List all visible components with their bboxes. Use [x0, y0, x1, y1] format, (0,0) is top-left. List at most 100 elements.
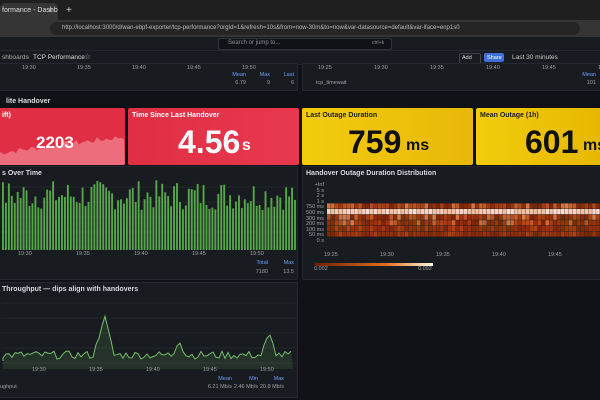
heat-cell [525, 225, 530, 231]
bar [137, 181, 140, 250]
heat-cell [424, 214, 429, 220]
heat-cell [553, 209, 557, 215]
heat-cell [373, 214, 378, 220]
heat-cell [580, 209, 585, 215]
heat-cell [455, 225, 460, 231]
heat-cell [564, 203, 569, 209]
heat-cell [334, 231, 339, 237]
search-box[interactable] [218, 38, 392, 50]
heat-cell [444, 209, 448, 215]
star[interactable]: ☆ [84, 52, 92, 61]
time-range[interactable]: Last 30 minutes [512, 54, 558, 61]
heat-cell [596, 214, 600, 220]
heat-cell [529, 225, 534, 231]
heat-cell [479, 225, 483, 231]
heat-cell [506, 203, 510, 209]
heat-cell [553, 220, 557, 226]
heat-cell [338, 203, 343, 209]
bar [155, 180, 158, 250]
tab-title: formance - Dashb [2, 7, 58, 14]
tab[interactable] [0, 3, 58, 20]
heat-cell [354, 203, 358, 209]
heat-cell [373, 209, 378, 215]
heat-cell [525, 214, 530, 220]
heat-cell [483, 231, 487, 237]
bar [140, 209, 143, 250]
y-tick-label: +Inf [314, 182, 324, 188]
heat-cell [362, 225, 366, 231]
heat-cell [537, 231, 542, 237]
bar [267, 207, 270, 250]
y-tick-label: 0 s [316, 238, 324, 244]
y-tick-label: 1 s [316, 198, 324, 205]
heat-cell [338, 231, 343, 237]
heat-cell [463, 225, 468, 231]
heat-cell [436, 220, 440, 226]
heat-cell [346, 231, 351, 237]
bar [291, 187, 293, 250]
heat-cell [572, 225, 577, 231]
heat-cell [592, 220, 596, 226]
heat-cell [416, 220, 421, 226]
heatmap [315, 203, 600, 266]
heat-cell [385, 203, 390, 209]
bar [282, 209, 285, 250]
y-tick-label: 750 ms [305, 204, 324, 211]
tab-close[interactable]: × [48, 6, 53, 15]
heat-cell [502, 203, 507, 209]
row-title[interactable]: lite Handover [6, 98, 51, 105]
breadcrumb[interactable]: TCP Performance [33, 54, 85, 61]
url-field[interactable] [50, 22, 580, 35]
line [2, 314, 292, 361]
heat-cell [366, 220, 370, 226]
breadcrumb[interactable]: shboards [2, 54, 29, 61]
stat-unit: ms [583, 137, 600, 154]
x-tick-label: 19:30 [380, 252, 394, 258]
heat-cell [529, 214, 534, 220]
heat-cell [510, 209, 514, 215]
heat-cell [416, 203, 421, 209]
bar [22, 187, 25, 250]
panel-title: s Over Time [2, 170, 42, 177]
share-button[interactable] [484, 53, 504, 62]
stat-unit: ms [406, 137, 430, 154]
bar [187, 188, 190, 250]
heat-cell [405, 225, 409, 231]
heat-cell [428, 220, 432, 226]
heat-cell [592, 203, 596, 209]
heat-cell [350, 203, 354, 209]
x-tick-label: 19:30 [22, 65, 36, 71]
heat-cell [334, 214, 339, 220]
shortcut: ctrl+k [372, 40, 385, 46]
heat-cell [549, 209, 553, 215]
heat-cell [416, 225, 421, 231]
legend-header: Mean [218, 376, 232, 382]
heat-cell [412, 203, 417, 209]
bar [31, 203, 34, 250]
stat-title: Time Since Last Handover [132, 112, 220, 119]
new-tab[interactable]: + [66, 5, 72, 16]
stat-value: 601 [525, 124, 579, 160]
heat-cell [576, 214, 581, 220]
heat-cell [568, 225, 573, 231]
heat-cell [537, 225, 542, 231]
heat-cell [342, 214, 347, 220]
heat-cell [522, 214, 526, 220]
heat-cell [401, 220, 405, 226]
bar [167, 195, 170, 250]
heat-cell [447, 220, 452, 226]
heat-cell [522, 231, 526, 237]
heat-cell [518, 214, 522, 220]
heat-cell [397, 231, 401, 237]
bar [238, 195, 240, 250]
heat-cell [514, 231, 518, 237]
heat-cell [490, 209, 495, 215]
x-tick-label: 19:30 [32, 367, 46, 373]
x-tick-label: 19:45 [203, 367, 217, 373]
bar [276, 195, 279, 250]
heat-cell [568, 214, 573, 220]
bar [170, 206, 173, 250]
bar [199, 203, 202, 250]
heat-cell [393, 220, 397, 226]
bar [246, 203, 249, 250]
